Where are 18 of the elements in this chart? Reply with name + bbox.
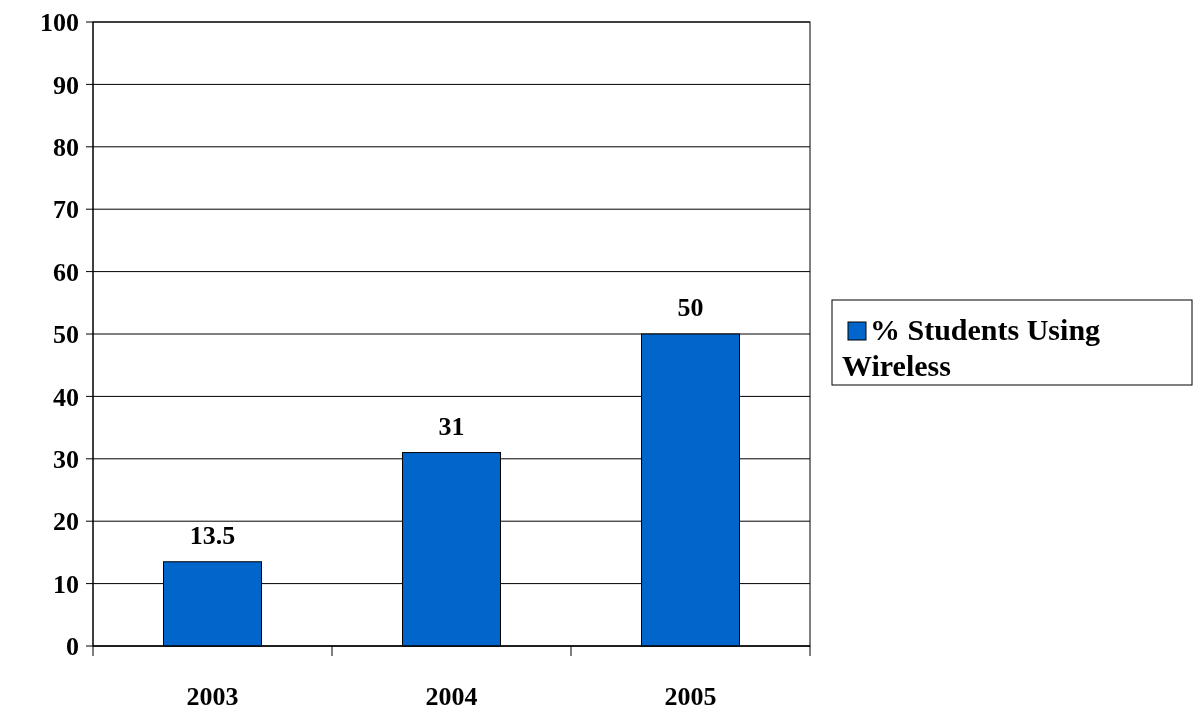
y-tick-label: 40 <box>53 382 79 412</box>
y-tick-label: 100 <box>40 8 79 38</box>
y-tick-label: 80 <box>53 132 79 162</box>
y-tick-label: 30 <box>53 444 79 474</box>
y-tick-label: 70 <box>53 195 79 225</box>
data-label: 50 <box>677 293 704 322</box>
data-label: 13.5 <box>189 520 236 550</box>
y-tick-label: 90 <box>53 70 79 100</box>
x-tick-label: 2004 <box>425 682 478 711</box>
x-tick-label: 2003 <box>186 682 239 711</box>
y-tick-label: 50 <box>53 320 79 350</box>
y-tick-label: 60 <box>53 257 79 287</box>
data-label: 31 <box>438 411 465 441</box>
x-tick-label: 2005 <box>664 682 717 711</box>
y-tick-label: 10 <box>53 569 79 599</box>
y-tick-label: 0 <box>66 632 79 662</box>
y-tick-label: 20 <box>53 507 79 537</box>
legend-label: % Students Using Wireless <box>842 313 1101 382</box>
